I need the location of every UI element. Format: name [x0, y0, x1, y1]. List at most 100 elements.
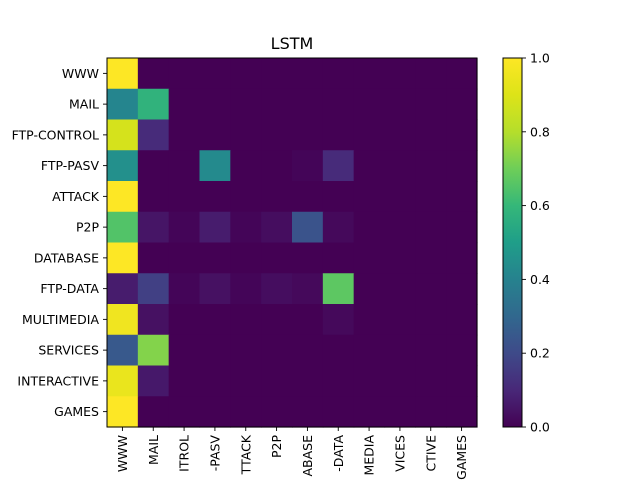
heatmap-cell	[292, 150, 324, 182]
heatmap-cell	[446, 88, 478, 121]
x-tick-label: TTACK	[238, 434, 253, 475]
heatmap-cell	[137, 365, 170, 397]
heatmap-cell	[107, 88, 139, 121]
heatmap-cell	[446, 334, 478, 367]
heatmap-cell	[322, 181, 355, 213]
heatmap-cell	[230, 396, 262, 428]
heatmap-cell	[261, 181, 293, 213]
heatmap-cell	[292, 304, 324, 336]
heatmap-cell	[446, 211, 478, 244]
heatmap-cell	[353, 334, 386, 367]
heatmap-cell	[353, 242, 386, 274]
heatmap-cell	[292, 242, 324, 274]
x-tick-label: -DATA	[331, 435, 346, 472]
heatmap-cell	[322, 396, 355, 428]
heatmap-cell	[107, 211, 139, 244]
heatmap-cell	[107, 150, 139, 182]
heatmap-cell	[107, 273, 139, 305]
heatmap-cell	[261, 58, 293, 90]
heatmap-cell	[137, 334, 170, 367]
y-tick-label: ATTACK	[52, 189, 100, 204]
heatmap-cell	[107, 242, 139, 274]
heatmap-cell	[446, 273, 478, 305]
heatmap-cell	[168, 396, 201, 428]
y-tick-label: WWW	[62, 66, 99, 81]
heatmap-cell	[230, 304, 262, 336]
heatmap-cell	[168, 119, 201, 151]
heatmap-cell	[384, 181, 416, 213]
y-tick-label: FTP-PASV	[41, 158, 100, 173]
heatmap-cell	[292, 181, 324, 213]
heatmap-cell	[230, 365, 262, 397]
y-axis: WWW MAIL FTP-CONTROL FTP-PASV ATTACK P2P DATAB…	[12, 66, 107, 419]
colorbar-tick-label: 0.8	[530, 124, 550, 139]
heatmap-cell	[322, 119, 355, 151]
heatmap-cell	[137, 58, 170, 90]
y-tick-label: FTP-CONTROL	[12, 127, 99, 142]
x-tick-label: P2P	[269, 435, 284, 458]
colorbar-axis: 0.0 0.2 0.4 0.6 0.8 1.0	[522, 51, 550, 435]
colorbar-tick-label: 0.6	[530, 198, 550, 213]
heatmap-cell	[199, 396, 231, 428]
heatmap-cell	[168, 150, 201, 182]
heatmap-cell	[292, 58, 324, 90]
colorbar-tick-label: 0.2	[530, 346, 550, 361]
x-tick-label: -PASV	[207, 435, 222, 472]
heatmap-cell	[446, 365, 478, 397]
heatmap-cell	[384, 334, 416, 367]
heatmap-cell	[107, 396, 139, 428]
heatmap-cell	[415, 211, 447, 244]
heatmap-cell	[261, 304, 293, 336]
heatmap-cell	[168, 242, 201, 274]
heatmap-cell	[168, 365, 201, 397]
y-tick-label: MAIL	[69, 97, 99, 112]
heatmap-cell	[415, 119, 447, 151]
heatmap-cell	[384, 242, 416, 274]
heatmap-cell	[322, 150, 355, 182]
heatmap-cell	[322, 334, 355, 367]
heatmap-cell	[292, 396, 324, 428]
heatmap-cell	[199, 211, 231, 244]
y-tick-label: GAMES	[54, 404, 99, 419]
heatmap-cell	[384, 396, 416, 428]
heatmap-cell	[261, 396, 293, 428]
heatmap-cell	[446, 304, 478, 336]
heatmap-cell	[261, 334, 293, 367]
heatmap-cell	[261, 150, 293, 182]
plot-frame	[106, 57, 478, 428]
heatmap-cell	[199, 119, 231, 151]
heatmap-cell	[446, 181, 478, 213]
y-tick-label: P2P	[76, 220, 99, 235]
heatmap-cell	[261, 273, 293, 305]
heatmap-cell	[353, 181, 386, 213]
heatmap-cell	[261, 242, 293, 274]
heatmap-cell	[168, 211, 201, 244]
heatmap-cell	[168, 88, 201, 121]
heatmap-cell	[107, 334, 139, 367]
x-tick-label: GAMES	[454, 435, 469, 480]
colorbar	[502, 57, 523, 428]
x-axis: WWW MAIL ITROL -PASV TTACK P2P ABASE -DATA MEDIA…	[115, 427, 469, 480]
heatmap-cell	[415, 88, 447, 121]
heatmap-cell	[199, 304, 231, 336]
heatmap-cell	[353, 396, 386, 428]
heatmap-cell	[415, 181, 447, 213]
heatmap-cell	[199, 58, 231, 90]
heatmap-cell	[353, 88, 386, 121]
heatmap-cell	[107, 365, 139, 397]
heatmap-cell	[322, 242, 355, 274]
heatmap-cell	[107, 58, 139, 90]
x-tick-label: VICES	[392, 435, 407, 472]
heatmap-cell	[322, 365, 355, 397]
heatmap-cell	[230, 334, 262, 367]
y-tick-label: FTP-DATA	[40, 281, 99, 296]
heatmap-cell	[199, 150, 231, 182]
x-tick-label: ITROL	[177, 435, 192, 472]
heatmap-cell	[137, 119, 170, 151]
heatmap-cell	[230, 150, 262, 182]
x-tick-label: CTIVE	[423, 435, 438, 472]
heatmap-cell	[230, 119, 262, 151]
x-tick-label: ABASE	[300, 435, 315, 477]
heatmap-cell	[107, 181, 139, 213]
